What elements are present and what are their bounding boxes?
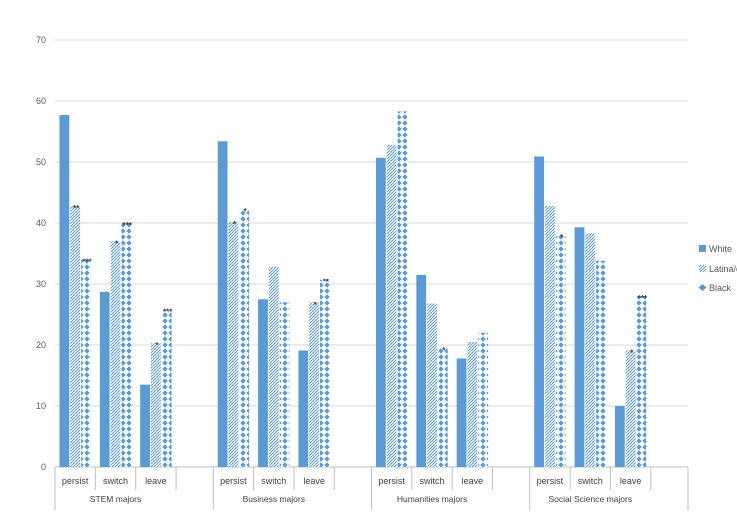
- significance-label: *: [233, 220, 237, 229]
- bar-black: [81, 259, 91, 467]
- bar-latina-o: [70, 205, 81, 468]
- bar-latina-o: [427, 303, 437, 467]
- y-tick-label: 60: [36, 96, 46, 106]
- legend: White Latina/o Black: [698, 244, 737, 293]
- category-label: leave: [303, 476, 325, 486]
- bar-black: [437, 348, 448, 467]
- bar-latina-o: [309, 302, 320, 467]
- bar-latina-o: [386, 144, 397, 468]
- legend-swatch: [699, 265, 706, 272]
- bar-latina-o: [110, 241, 121, 467]
- y-axis: 0 10 20 30 40 50 60 70: [36, 35, 46, 472]
- bar-black: [596, 260, 606, 467]
- category-label: switch: [103, 476, 128, 486]
- significance-label: *: [442, 346, 446, 355]
- significance-label: *: [244, 207, 248, 216]
- category-label: leave: [620, 476, 642, 486]
- legend-swatch: [699, 245, 706, 252]
- y-tick-label: 10: [36, 401, 46, 411]
- bar-black: [397, 111, 408, 468]
- significance-label: ***: [163, 308, 173, 317]
- group-label: STEM majors: [90, 494, 141, 504]
- category-label: persist: [62, 476, 89, 486]
- bars: [59, 111, 647, 468]
- category-label: persist: [378, 476, 405, 486]
- category-label: switch: [261, 476, 286, 486]
- significance-label: *: [560, 233, 564, 242]
- bar-black: [239, 208, 250, 467]
- significance-label: **: [73, 204, 80, 213]
- significance-label: *: [115, 239, 119, 248]
- y-tick-label: 50: [36, 157, 46, 167]
- bar-latina-o: [545, 205, 555, 468]
- bar-white: [574, 227, 585, 467]
- y-tick-label: 30: [36, 279, 46, 289]
- legend-label: Black: [709, 283, 732, 293]
- group-label: Social Science majors: [548, 494, 632, 504]
- bar-white: [217, 141, 228, 467]
- bar-white: [456, 358, 467, 467]
- significance-label: ***: [123, 221, 133, 230]
- bar-white: [258, 299, 268, 467]
- y-tick-label: 70: [36, 35, 46, 45]
- significance-label: **: [323, 278, 330, 287]
- bar-black: [161, 309, 172, 467]
- significance-label: *: [630, 348, 634, 357]
- category-label: leave: [462, 476, 484, 486]
- bar-white: [140, 384, 150, 467]
- bar-black: [636, 296, 647, 467]
- bar-latina-o: [268, 266, 279, 467]
- bar-white: [59, 115, 70, 467]
- legend-label: Latina/o: [709, 264, 737, 274]
- bar-latina-o: [585, 233, 596, 467]
- y-tick-label: 40: [36, 218, 46, 228]
- bar-black: [279, 302, 290, 467]
- bar-latina-o: [150, 343, 161, 467]
- bar-latina-o: [228, 221, 239, 467]
- bar-black: [121, 223, 132, 467]
- bar-white: [298, 350, 309, 467]
- group-label: Business majors: [243, 494, 305, 504]
- category-label: leave: [145, 476, 167, 486]
- significance-label: *: [314, 300, 318, 309]
- bar-black: [320, 279, 330, 467]
- y-tick-label: 0: [41, 462, 46, 472]
- category-label: switch: [578, 476, 603, 486]
- bar-black: [478, 332, 489, 467]
- significance-label: ***: [638, 294, 648, 303]
- bar-white: [416, 274, 427, 467]
- bar-black: [555, 235, 566, 467]
- bar-white: [99, 291, 110, 467]
- bar-latina-o: [625, 350, 636, 467]
- bar-white: [375, 157, 386, 468]
- legend-label: White: [709, 244, 732, 254]
- category-label: persist: [537, 476, 564, 486]
- category-label: persist: [220, 476, 247, 486]
- bar-latina-o: [467, 341, 478, 467]
- significance-label: *: [155, 341, 159, 350]
- significance-label: ***: [82, 258, 92, 267]
- bar-white: [614, 406, 625, 467]
- bar-white: [534, 156, 545, 467]
- legend-swatch: [698, 284, 707, 291]
- group-label: Humanities majors: [397, 494, 467, 504]
- y-tick-label: 20: [36, 340, 46, 350]
- category-label: switch: [420, 476, 445, 486]
